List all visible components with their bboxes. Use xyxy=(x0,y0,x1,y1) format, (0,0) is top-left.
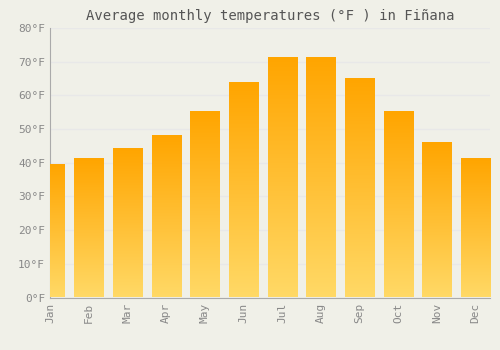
Bar xyxy=(422,142,452,298)
Bar xyxy=(190,112,219,298)
Bar xyxy=(113,149,142,298)
Bar xyxy=(384,112,412,298)
Bar xyxy=(306,58,336,298)
Bar xyxy=(229,83,258,298)
Bar xyxy=(268,58,296,298)
Title: Average monthly temperatures (°F ) in Fiñana: Average monthly temperatures (°F ) in Fi… xyxy=(86,9,454,23)
Bar xyxy=(36,166,64,298)
Bar xyxy=(345,78,374,298)
Bar xyxy=(74,159,103,298)
Bar xyxy=(461,159,490,298)
Bar xyxy=(152,136,180,298)
